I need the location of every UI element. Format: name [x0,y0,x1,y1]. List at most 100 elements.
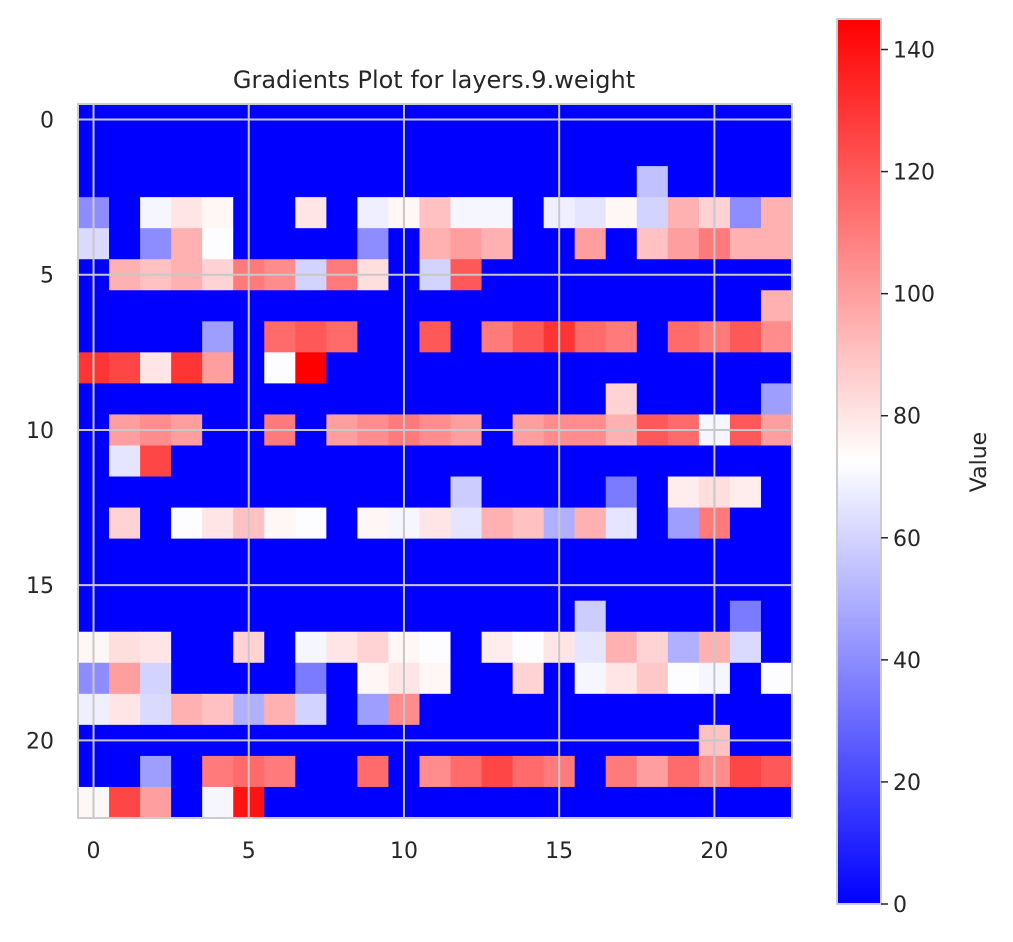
heatmap-cell [574,383,607,416]
x-tick-label: 0 [87,839,101,864]
heatmap-cell [109,507,141,540]
heatmap-cell [202,507,234,540]
heatmap-cell [667,662,700,695]
heatmap-cell [512,228,545,260]
heatmap-cell [357,445,390,478]
heatmap-cell [202,476,234,509]
heatmap-cell [202,755,234,788]
x-tick-label: 5 [242,839,256,864]
heatmap-cell [202,321,234,353]
heatmap-cell [729,228,762,260]
heatmap-cell [636,228,669,260]
heatmap-cell [636,693,669,726]
heatmap-cell [109,631,141,664]
heatmap-cell [636,662,669,695]
heatmap-cell [636,538,669,571]
heatmap-cell [419,755,452,788]
heatmap-cell [202,538,234,571]
heatmap-cell [481,538,514,571]
colorbar-label: Value [967,432,992,492]
heatmap-cell [636,631,669,664]
heatmap-cell [481,693,514,726]
heatmap-cell [357,662,390,695]
heatmap-cell [450,693,483,726]
colorbar-tick-label: 0 [893,893,907,918]
heatmap-cell [574,631,607,664]
heatmap-cell [605,755,638,788]
x-tick-label: 20 [700,839,728,864]
heatmap-cell [512,135,545,167]
heatmap-cell [605,507,638,540]
heatmap-cell [264,507,296,540]
heatmap-cell [760,631,793,664]
heatmap-cell [109,662,141,695]
heatmap-cell [450,662,483,695]
heatmap-cell [667,693,700,726]
heatmap-cell [667,383,700,416]
heatmap-cell [419,321,452,353]
heatmap-cell [605,290,638,322]
heatmap-cell [171,352,203,384]
heatmap-cell [760,228,793,260]
colorbar-tick-label: 40 [893,649,921,674]
heatmap-cell [729,507,762,540]
heatmap-cell [357,135,390,167]
heatmap-cell [574,166,607,198]
heatmap-cell [729,197,762,229]
heatmap-cell [109,476,141,509]
y-axis: 0 5 10 15 20 [26,109,54,755]
heatmap-cell [512,476,545,509]
heatmap-cell [202,786,234,819]
heatmap-cell [295,538,327,571]
heatmap-cell [481,476,514,509]
heatmap-cell [760,507,793,540]
heatmap-cell [574,600,607,633]
heatmap-cell [481,445,514,478]
heatmap-cell [264,197,296,229]
heatmap-cell [326,507,358,540]
heatmap-cell [450,445,483,478]
heatmap-cell [760,662,793,695]
heatmap-cell [264,538,296,571]
heatmap-cell [202,290,234,322]
heatmap-cell [512,662,545,695]
heatmap-cell [140,228,172,260]
heatmap-cell [295,662,327,695]
heatmap-cell [729,135,762,167]
heatmap-cell [729,321,762,353]
heatmap-cell [605,135,638,167]
heatmap-cell [419,383,452,416]
heatmap-cell [450,352,483,384]
heatmap-cell [636,507,669,540]
heatmap-cell [667,538,700,571]
heatmap-cell [264,352,296,384]
heatmap-cell [481,662,514,695]
heatmap-cell [574,228,607,260]
heatmap-cell [512,600,545,633]
heatmap-cell [760,786,793,819]
heatmap-cell [109,352,141,384]
heatmap-cell [574,135,607,167]
heatmap-cell [171,662,203,695]
heatmap-cell [450,135,483,167]
heatmap-cell [140,662,172,695]
heatmap-cell [481,507,514,540]
heatmap-cell [729,538,762,571]
heatmap-cell [667,166,700,198]
heatmap-cell [667,445,700,478]
heatmap-cell [636,600,669,633]
heatmap-cell [357,693,390,726]
heatmap-cell [481,321,514,353]
y-tick-label: 5 [40,264,54,289]
heatmap-cell [109,321,141,353]
heatmap-cell [605,445,638,478]
y-tick-label: 10 [26,419,54,444]
heatmap-cell [171,476,203,509]
heatmap-cell [357,352,390,384]
heatmap-cell [729,445,762,478]
heatmap-cell [512,755,545,788]
heatmap-cell [512,383,545,416]
y-tick-label: 15 [26,574,54,599]
heatmap-cell [357,321,390,353]
heatmap-cell [171,631,203,664]
